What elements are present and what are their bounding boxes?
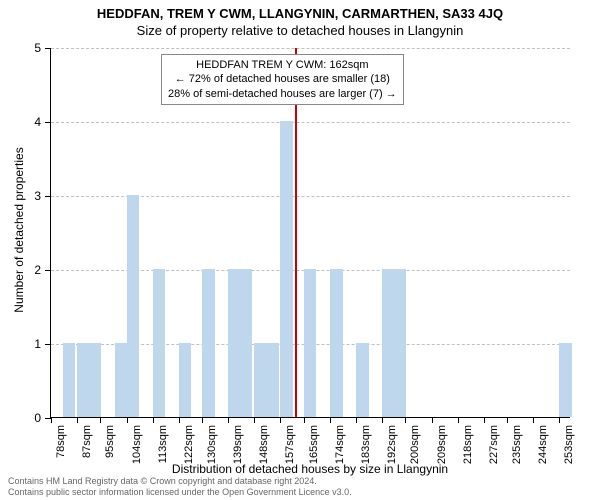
x-tick [202, 417, 203, 423]
x-tick-label: 218sqm [462, 425, 474, 464]
y-tick [45, 344, 51, 345]
histogram-bar [179, 343, 192, 417]
histogram-bar [202, 269, 215, 417]
grid-line [51, 122, 570, 123]
x-tick [304, 417, 305, 423]
histogram-bar [63, 343, 76, 417]
footer-text: Contains HM Land Registry data © Crown c… [8, 476, 352, 498]
histogram-bar [559, 343, 572, 417]
x-tick-label: 209sqm [436, 425, 448, 464]
x-tick [533, 417, 534, 423]
x-tick-label: 95sqm [104, 425, 116, 458]
y-tick-label: 0 [34, 411, 41, 425]
histogram-bar [330, 269, 343, 417]
x-tick-label: 227sqm [488, 425, 500, 464]
x-tick [484, 417, 485, 423]
grid-line [51, 48, 570, 49]
x-tick [382, 417, 383, 423]
plot-area: HEDDFAN TREM Y CWM: 162sqm ← 72% of deta… [50, 48, 570, 418]
histogram-bar [153, 269, 166, 417]
x-tick [127, 417, 128, 423]
histogram-bar [280, 121, 293, 417]
y-tick-label: 5 [34, 41, 41, 55]
x-tick [51, 417, 52, 423]
x-tick-label: 192sqm [386, 425, 398, 464]
x-tick [228, 417, 229, 423]
histogram-bar [127, 195, 140, 417]
y-tick-label: 4 [34, 115, 41, 129]
x-tick [405, 417, 406, 423]
annotation-line-2: ← 72% of detached houses are smaller (18… [168, 72, 397, 86]
x-tick-label: 253sqm [563, 425, 575, 464]
x-tick [458, 417, 459, 423]
annotation-line-1: HEDDFAN TREM Y CWM: 162sqm [168, 58, 397, 72]
histogram-bar [89, 343, 102, 417]
y-tick [45, 122, 51, 123]
x-tick [330, 417, 331, 423]
chart-title-main: HEDDFAN, TREM Y CWM, LLANGYNIN, CARMARTH… [0, 0, 600, 21]
histogram-bar [356, 343, 369, 417]
x-tick [559, 417, 560, 423]
x-tick-label: 244sqm [537, 425, 549, 464]
x-tick [153, 417, 154, 423]
histogram-bar [304, 269, 317, 417]
y-axis-title: Number of detached properties [12, 147, 26, 312]
x-tick [100, 417, 101, 423]
x-tick-label: 235sqm [511, 425, 523, 464]
x-tick-label: 104sqm [131, 425, 143, 464]
x-tick-label: 183sqm [360, 425, 372, 464]
x-tick [179, 417, 180, 423]
x-tick [356, 417, 357, 423]
annotation-box: HEDDFAN TREM Y CWM: 162sqm ← 72% of deta… [161, 54, 404, 105]
x-tick-label: 139sqm [232, 425, 244, 464]
x-tick [254, 417, 255, 423]
footer-line-2: Contains public sector information licen… [8, 487, 352, 498]
x-tick [280, 417, 281, 423]
y-tick [45, 196, 51, 197]
x-tick [432, 417, 433, 423]
x-tick-label: 174sqm [334, 425, 346, 464]
x-tick-label: 157sqm [284, 425, 296, 464]
chart-title-sub: Size of property relative to detached ho… [0, 21, 600, 38]
y-tick-label: 1 [34, 337, 41, 351]
x-axis-title: Distribution of detached houses by size … [50, 462, 570, 476]
chart-container: HEDDFAN, TREM Y CWM, LLANGYNIN, CARMARTH… [0, 0, 600, 500]
x-tick-label: 148sqm [258, 425, 270, 464]
x-tick-label: 87sqm [81, 425, 93, 458]
histogram-bar [240, 269, 253, 417]
x-tick-label: 122sqm [183, 425, 195, 464]
x-tick-label: 78sqm [55, 425, 67, 458]
x-tick-label: 165sqm [308, 425, 320, 464]
annotation-line-3: 28% of semi-detached houses are larger (… [168, 87, 397, 101]
y-tick-label: 3 [34, 189, 41, 203]
x-tick-label: 200sqm [409, 425, 421, 464]
y-tick [45, 48, 51, 49]
x-tick-label: 130sqm [206, 425, 218, 464]
y-tick-label: 2 [34, 263, 41, 277]
footer-line-1: Contains HM Land Registry data © Crown c… [8, 476, 352, 487]
x-tick-label: 113sqm [157, 425, 169, 463]
histogram-bar [394, 269, 407, 417]
x-tick [77, 417, 78, 423]
histogram-bar [266, 343, 279, 417]
x-tick [507, 417, 508, 423]
y-tick [45, 270, 51, 271]
